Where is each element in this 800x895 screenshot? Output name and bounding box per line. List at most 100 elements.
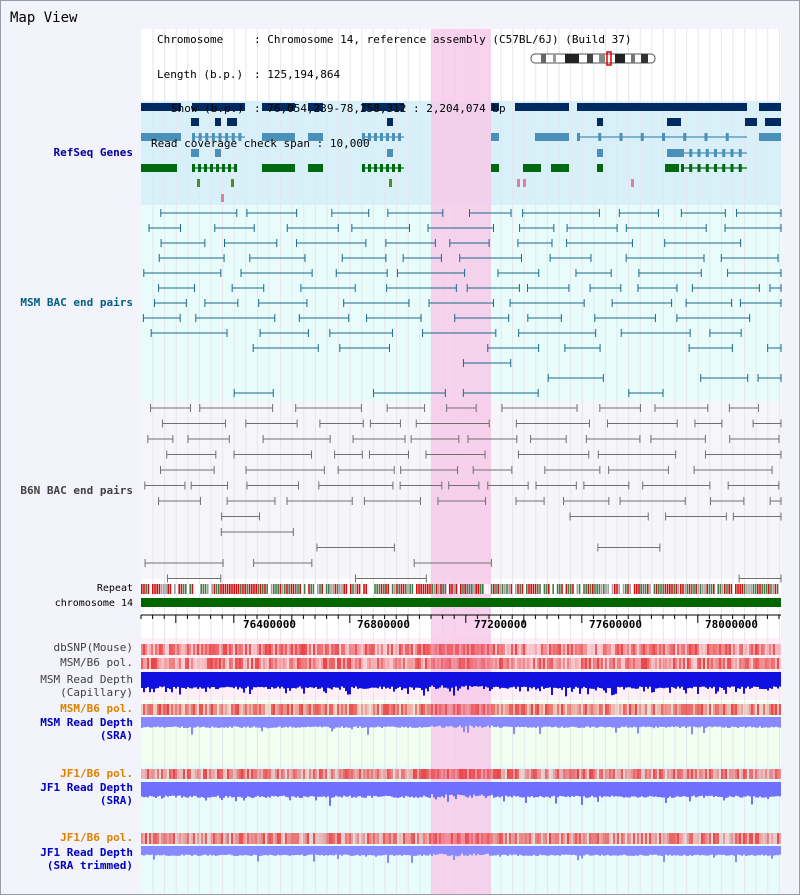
heat-cell	[551, 833, 553, 844]
depth-bar	[547, 672, 549, 688]
heat-cell	[281, 658, 283, 669]
heat-cell	[375, 644, 377, 655]
heat-cell	[553, 833, 555, 844]
heat-cell	[677, 769, 679, 779]
heat-cell	[569, 658, 571, 669]
heat-cell	[773, 833, 775, 844]
depth-bar	[353, 782, 355, 797]
heat-cell	[737, 644, 739, 655]
heat-cell	[281, 833, 283, 844]
track-label-refseq[interactable]: RefSeq Genes	[53, 146, 133, 159]
track-label-msm-bac[interactable]: MSM BAC end pairs	[20, 296, 133, 309]
depth-bar	[431, 782, 433, 795]
repeat-mark	[717, 584, 719, 594]
depth-bar	[203, 672, 205, 689]
depth-bar	[615, 782, 617, 797]
heat-cell	[235, 658, 237, 669]
depth-bar	[369, 717, 371, 728]
heat-cell	[575, 769, 577, 779]
depth-bar	[443, 672, 445, 688]
heat-cell	[647, 833, 649, 844]
depth-bar	[413, 782, 415, 798]
depth-bar	[725, 717, 727, 727]
heat-cell	[141, 644, 143, 655]
depth-bar	[471, 672, 473, 687]
depth-bar	[475, 672, 477, 687]
heat-cell	[251, 658, 253, 669]
depth-bar	[143, 782, 145, 798]
depth-bar	[627, 782, 629, 798]
depth-bar	[249, 672, 251, 694]
depth-bar	[193, 846, 195, 855]
heat-cell	[477, 704, 479, 715]
heat-cell	[201, 644, 203, 655]
heat-cell	[203, 833, 205, 844]
depth-bar	[309, 846, 311, 855]
repeat-mark	[543, 584, 546, 594]
repeat-mark	[550, 584, 552, 594]
heat-cell	[779, 833, 781, 844]
heat-cell	[759, 769, 761, 779]
heat-cell	[327, 704, 329, 715]
heat-cell	[481, 644, 483, 655]
heat-cell	[555, 704, 557, 715]
heat-cell	[763, 769, 765, 779]
heat-cell	[357, 769, 359, 779]
depth-bar	[467, 717, 469, 733]
heat-cell	[439, 658, 441, 669]
heat-cell	[573, 769, 575, 779]
heat-cell	[483, 658, 485, 669]
depth-bar	[601, 717, 603, 727]
depth-bar	[697, 672, 699, 694]
depth-bar	[357, 717, 359, 728]
heat-cell	[145, 769, 147, 779]
repeat-mark	[222, 584, 224, 594]
heat-cell	[545, 704, 547, 715]
gene-exon	[141, 133, 181, 141]
heat-cell	[595, 769, 597, 779]
heat-cell	[325, 704, 327, 715]
depth-bar	[535, 717, 537, 728]
heat-cell	[685, 704, 687, 715]
heat-cell	[487, 658, 489, 669]
heat-cell	[369, 704, 371, 715]
heat-cell	[227, 644, 229, 655]
depth-bar	[743, 717, 745, 727]
heat-cell	[755, 704, 757, 715]
heat-cell	[607, 658, 609, 669]
track-label-b6n-bac[interactable]: B6N BAC end pairs	[20, 484, 133, 497]
depth-bar	[443, 782, 445, 798]
heat-cell	[437, 644, 439, 655]
heat-cell	[717, 769, 719, 779]
heat-cell	[327, 644, 329, 655]
heat-cell	[337, 658, 339, 669]
heat-cell	[187, 704, 189, 715]
depth-bar	[655, 717, 657, 727]
depth-bar	[701, 672, 703, 687]
depth-bar	[463, 672, 465, 687]
heat-cell	[217, 769, 219, 779]
depth-bar	[251, 672, 253, 690]
depth-bar	[349, 717, 351, 728]
heat-cell	[653, 704, 655, 715]
heat-cell	[593, 644, 595, 655]
heat-cell	[237, 644, 239, 655]
heat-cell	[385, 833, 387, 844]
heat-cell	[359, 704, 361, 715]
depth-bar	[745, 782, 747, 797]
heat-cell	[141, 833, 143, 844]
heat-cell	[557, 704, 559, 715]
heat-cell	[285, 769, 287, 779]
gene-exon	[211, 133, 215, 141]
heat-cell	[257, 769, 259, 779]
heat-cell	[253, 644, 255, 655]
depth-bar	[633, 672, 635, 689]
repeat-mark	[574, 584, 576, 594]
heat-cell	[683, 769, 685, 779]
heat-cell	[593, 769, 595, 779]
depth-bar	[751, 717, 753, 728]
heat-cell	[769, 769, 771, 779]
depth-bar	[581, 672, 583, 689]
depth-bar	[449, 672, 451, 692]
